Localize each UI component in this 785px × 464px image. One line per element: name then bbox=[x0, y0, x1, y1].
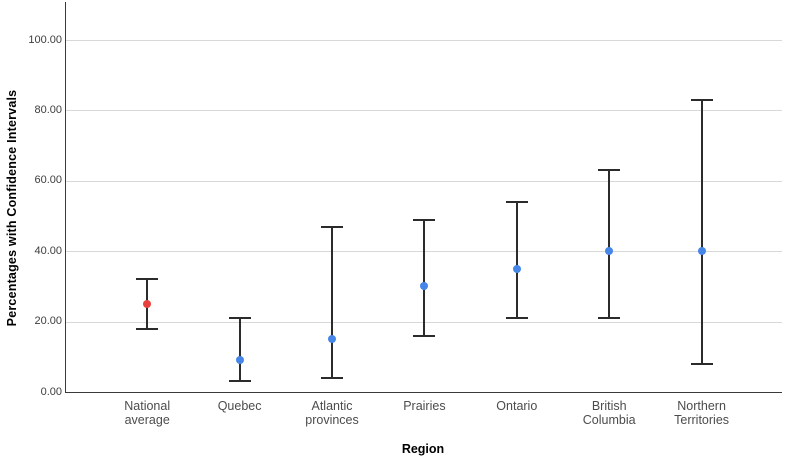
error-bar-line bbox=[608, 170, 611, 319]
x-category-label-line: Quebec bbox=[217, 399, 262, 413]
x-category-label-line: Ontario bbox=[496, 399, 538, 413]
error-bar-cap-top bbox=[690, 98, 713, 101]
y-tick-label: 80.00 bbox=[34, 103, 62, 116]
error-bar-cap-top bbox=[598, 169, 621, 172]
error-bar-cap-bottom bbox=[321, 376, 343, 379]
x-category-label: Atlantic provinces bbox=[286, 399, 378, 427]
mean-marker bbox=[605, 247, 614, 256]
error-bar-cap-top bbox=[136, 278, 159, 281]
error-bar-cap-bottom bbox=[505, 317, 528, 320]
error-bar-line bbox=[423, 219, 426, 336]
x-category-label-line: Northern bbox=[677, 399, 726, 413]
error-bar-cap-top bbox=[321, 225, 343, 228]
x-category-label: Prairies bbox=[378, 399, 470, 413]
x-category-label-line: British bbox=[591, 399, 627, 413]
x-category-label: Northern Territories bbox=[656, 399, 748, 427]
x-axis-line bbox=[65, 392, 782, 393]
error-bar-cap-bottom bbox=[598, 317, 621, 320]
error-bar-cap-bottom bbox=[136, 327, 159, 330]
error-bar-line bbox=[331, 226, 333, 378]
x-category-label-line: National bbox=[124, 399, 171, 413]
mean-marker bbox=[512, 264, 521, 273]
y-tick-label: 40.00 bbox=[34, 244, 62, 257]
y-axis-line bbox=[65, 2, 66, 392]
y-tick-label: 0.00 bbox=[40, 385, 62, 398]
error-bar-line bbox=[700, 99, 703, 364]
gridline-100 bbox=[66, 40, 782, 41]
x-category-label: British Columbia bbox=[563, 399, 655, 427]
x-category-label-line: Columbia bbox=[582, 413, 636, 427]
mean-marker bbox=[235, 356, 244, 365]
gridline-80 bbox=[66, 110, 782, 112]
mean-marker bbox=[420, 282, 429, 291]
error-bar-cap-top bbox=[505, 200, 528, 203]
mean-marker bbox=[697, 247, 706, 256]
error-bar-cap-top bbox=[413, 218, 436, 221]
x-category-label-line: Territories bbox=[674, 413, 730, 427]
y-axis-title: Percentages with Confidence Intervals bbox=[5, 89, 19, 327]
x-category-label-line: average bbox=[124, 413, 170, 427]
x-category-label: Quebec bbox=[194, 399, 286, 413]
error-bar-cap-bottom bbox=[413, 334, 436, 337]
x-category-label-line: Atlantic bbox=[311, 399, 353, 413]
gridline-60 bbox=[66, 180, 782, 182]
x-category-label-line: Prairies bbox=[403, 399, 446, 413]
y-tick-label: 20.00 bbox=[34, 315, 62, 328]
mean-marker bbox=[328, 335, 336, 344]
error-bar-cap-bottom bbox=[228, 380, 251, 383]
x-axis-title: Region bbox=[401, 442, 445, 456]
x-category-label: Ontario bbox=[471, 399, 563, 413]
error-bar-cap-bottom bbox=[690, 362, 713, 365]
error-bar-cap-top bbox=[228, 317, 251, 320]
error-bar-line bbox=[515, 201, 518, 319]
x-category-label: National average bbox=[101, 399, 193, 427]
mean-marker-highlight bbox=[143, 300, 152, 308]
error-bar-line bbox=[238, 318, 241, 382]
y-tick-label: 60.00 bbox=[34, 174, 62, 187]
x-category-label-line: provinces bbox=[305, 413, 359, 427]
y-tick-label: 100.00 bbox=[28, 33, 62, 46]
